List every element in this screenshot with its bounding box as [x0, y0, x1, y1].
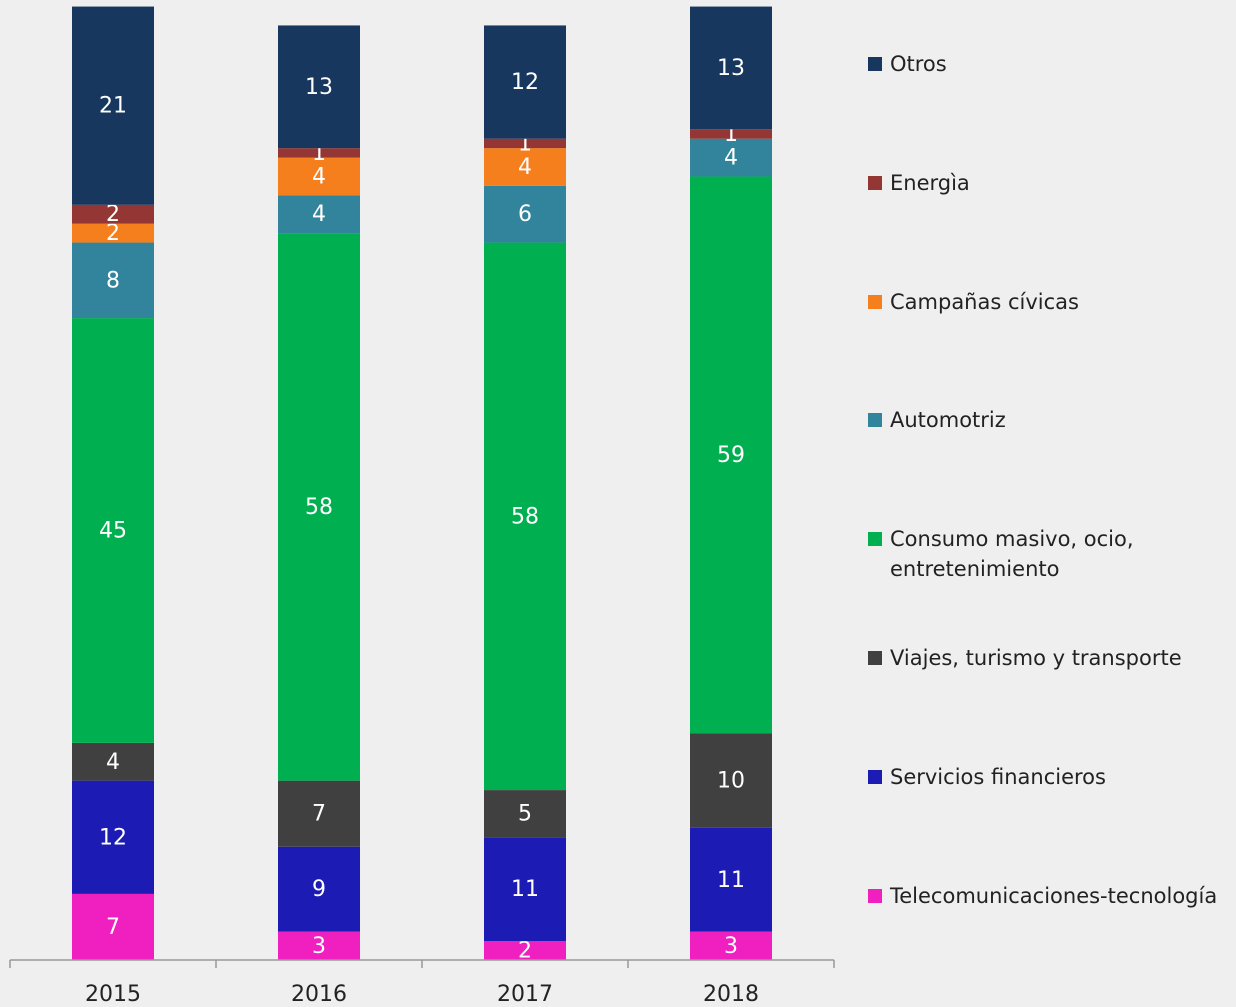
data-label: 2 [106, 202, 120, 227]
legend-swatch [868, 175, 882, 190]
data-label: 3 [724, 934, 738, 959]
data-label: 58 [305, 495, 333, 520]
legend-item: Telecomunicaciones-tecnología [868, 881, 1236, 911]
legend-swatch [868, 888, 882, 903]
legend-label: Energìa [890, 170, 970, 195]
data-label: 5 [518, 802, 532, 827]
data-label: 10 [717, 769, 745, 794]
bar-segment [278, 846, 360, 932]
legend-swatch [868, 294, 882, 309]
legend-item: Campañas cívicas [868, 287, 1236, 317]
bar-segment [72, 742, 154, 781]
legend-label: Consumo masivo, ocio, entretenimiento [890, 527, 1134, 582]
data-label: 4 [106, 750, 120, 775]
bar-segment [690, 129, 772, 139]
data-label: 4 [312, 202, 326, 227]
plot-area: 7124458222120153975844113201621155864112… [9, 6, 835, 1007]
data-label: 4 [518, 155, 532, 180]
data-label: 45 [99, 518, 127, 543]
legend-item: Automotriz [868, 405, 1236, 435]
legend-item: Otros [868, 49, 1236, 79]
bar-segment [278, 25, 360, 149]
bar-segment [72, 318, 154, 743]
legend-item: Energìa [868, 168, 1236, 198]
bar-segment [690, 733, 772, 828]
data-label: 6 [518, 202, 532, 227]
legend-swatch [868, 651, 882, 665]
data-label: 11 [717, 868, 745, 893]
x-tick-label: 2015 [85, 982, 141, 1007]
legend-item: Viajes, turismo y transporte [868, 643, 1236, 673]
bar-segment [484, 790, 566, 838]
x-tick-label: 2018 [703, 982, 759, 1007]
legend-label: Otros [890, 52, 947, 76]
bar-segment [72, 223, 154, 243]
bar-segment [690, 6, 772, 130]
legend-label: Automotriz [890, 408, 1006, 433]
data-label: 13 [717, 56, 745, 81]
legend-item: Servicios financieros [868, 762, 1236, 792]
bar-segment [72, 893, 154, 960]
data-label: 12 [511, 70, 539, 95]
data-label: 12 [99, 825, 127, 850]
bar-segment [484, 25, 566, 139]
bar-segment [278, 931, 360, 960]
bar-segment [278, 148, 360, 158]
bar-segment [278, 233, 360, 781]
bar-segment [72, 242, 154, 319]
data-label: 58 [511, 504, 539, 529]
bar-segment [484, 148, 566, 186]
legend-swatch [868, 532, 882, 547]
bar-segment [484, 242, 566, 791]
data-label: 4 [312, 164, 326, 189]
bar-segment [690, 176, 772, 734]
data-label: 4 [724, 146, 738, 171]
legend-label: Viajes, turismo y transporte [890, 646, 1182, 670]
x-tick-label: 2016 [291, 982, 347, 1007]
data-label: 8 [106, 268, 120, 293]
legend-swatch [868, 769, 882, 784]
bar-segment [484, 837, 566, 942]
bar-segment [72, 780, 154, 894]
legend-swatch [868, 57, 882, 71]
legend-label: Telecomunicaciones-tecnología [890, 883, 1218, 908]
data-label: 13 [305, 75, 333, 100]
legend-label: Servicios financieros [890, 764, 1106, 789]
data-label: 7 [106, 915, 120, 940]
legend-swatch [868, 413, 882, 428]
x-tick-label: 2017 [497, 982, 553, 1007]
data-label: 9 [312, 877, 326, 902]
bar-segment [484, 138, 566, 149]
bar-segment [278, 780, 360, 847]
bar-segment [278, 195, 360, 234]
bar-segment [690, 138, 772, 177]
data-label: 2 [518, 939, 532, 964]
bar-segment [72, 204, 154, 224]
bar-segment [278, 157, 360, 196]
bar-segment [484, 185, 566, 243]
data-label: 11 [511, 877, 539, 902]
bar-segment [690, 931, 772, 960]
legend-label: Campañas cívicas [890, 289, 1079, 314]
bar-segment [72, 6, 154, 205]
bar-segment [484, 941, 566, 960]
legend-item: Consumo masivo, ocio, entretenimiento [868, 524, 1236, 584]
data-label: 2 [106, 221, 120, 246]
data-label: 59 [717, 443, 745, 468]
data-label: 7 [312, 802, 326, 827]
bar-segment [690, 827, 772, 932]
data-label: 3 [312, 934, 326, 959]
data-label: 21 [99, 94, 127, 119]
